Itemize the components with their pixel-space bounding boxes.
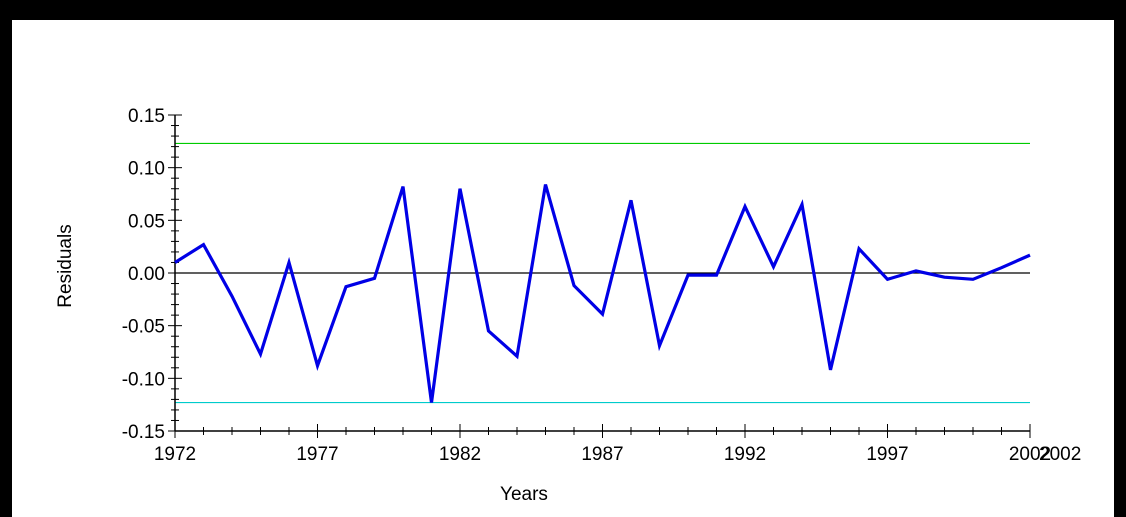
x-tick-label: 1992 [724,444,766,465]
series-layer [174,184,1031,403]
x-tick-label: 1972 [154,444,196,465]
reference-lines [175,142,1030,404]
y-tick-label: 0.10 [128,159,165,180]
x-axis-label: Years [500,484,548,505]
y-tick-label: 0.15 [128,106,165,127]
x-extra-label: 2002 [1039,444,1081,465]
x-tick-label: 1997 [866,444,908,465]
border-top [0,0,1126,20]
x-tick-label: 1987 [581,444,623,465]
y-tick-label: 0.05 [128,211,165,232]
border-right [1114,0,1126,517]
x-tick-label: 2002 [1009,444,1051,465]
y-tick-label: -0.15 [122,422,165,443]
x-tick-label: 1982 [439,444,481,465]
y-tick-label: -0.05 [122,317,165,338]
border-left [0,0,12,517]
y-tick-label: -0.10 [122,369,165,390]
x-tick-label: 1977 [296,444,338,465]
chart-background [12,20,1114,517]
y-tick-label: 0.00 [128,264,165,285]
y-axis-label: Residuals [55,224,76,307]
